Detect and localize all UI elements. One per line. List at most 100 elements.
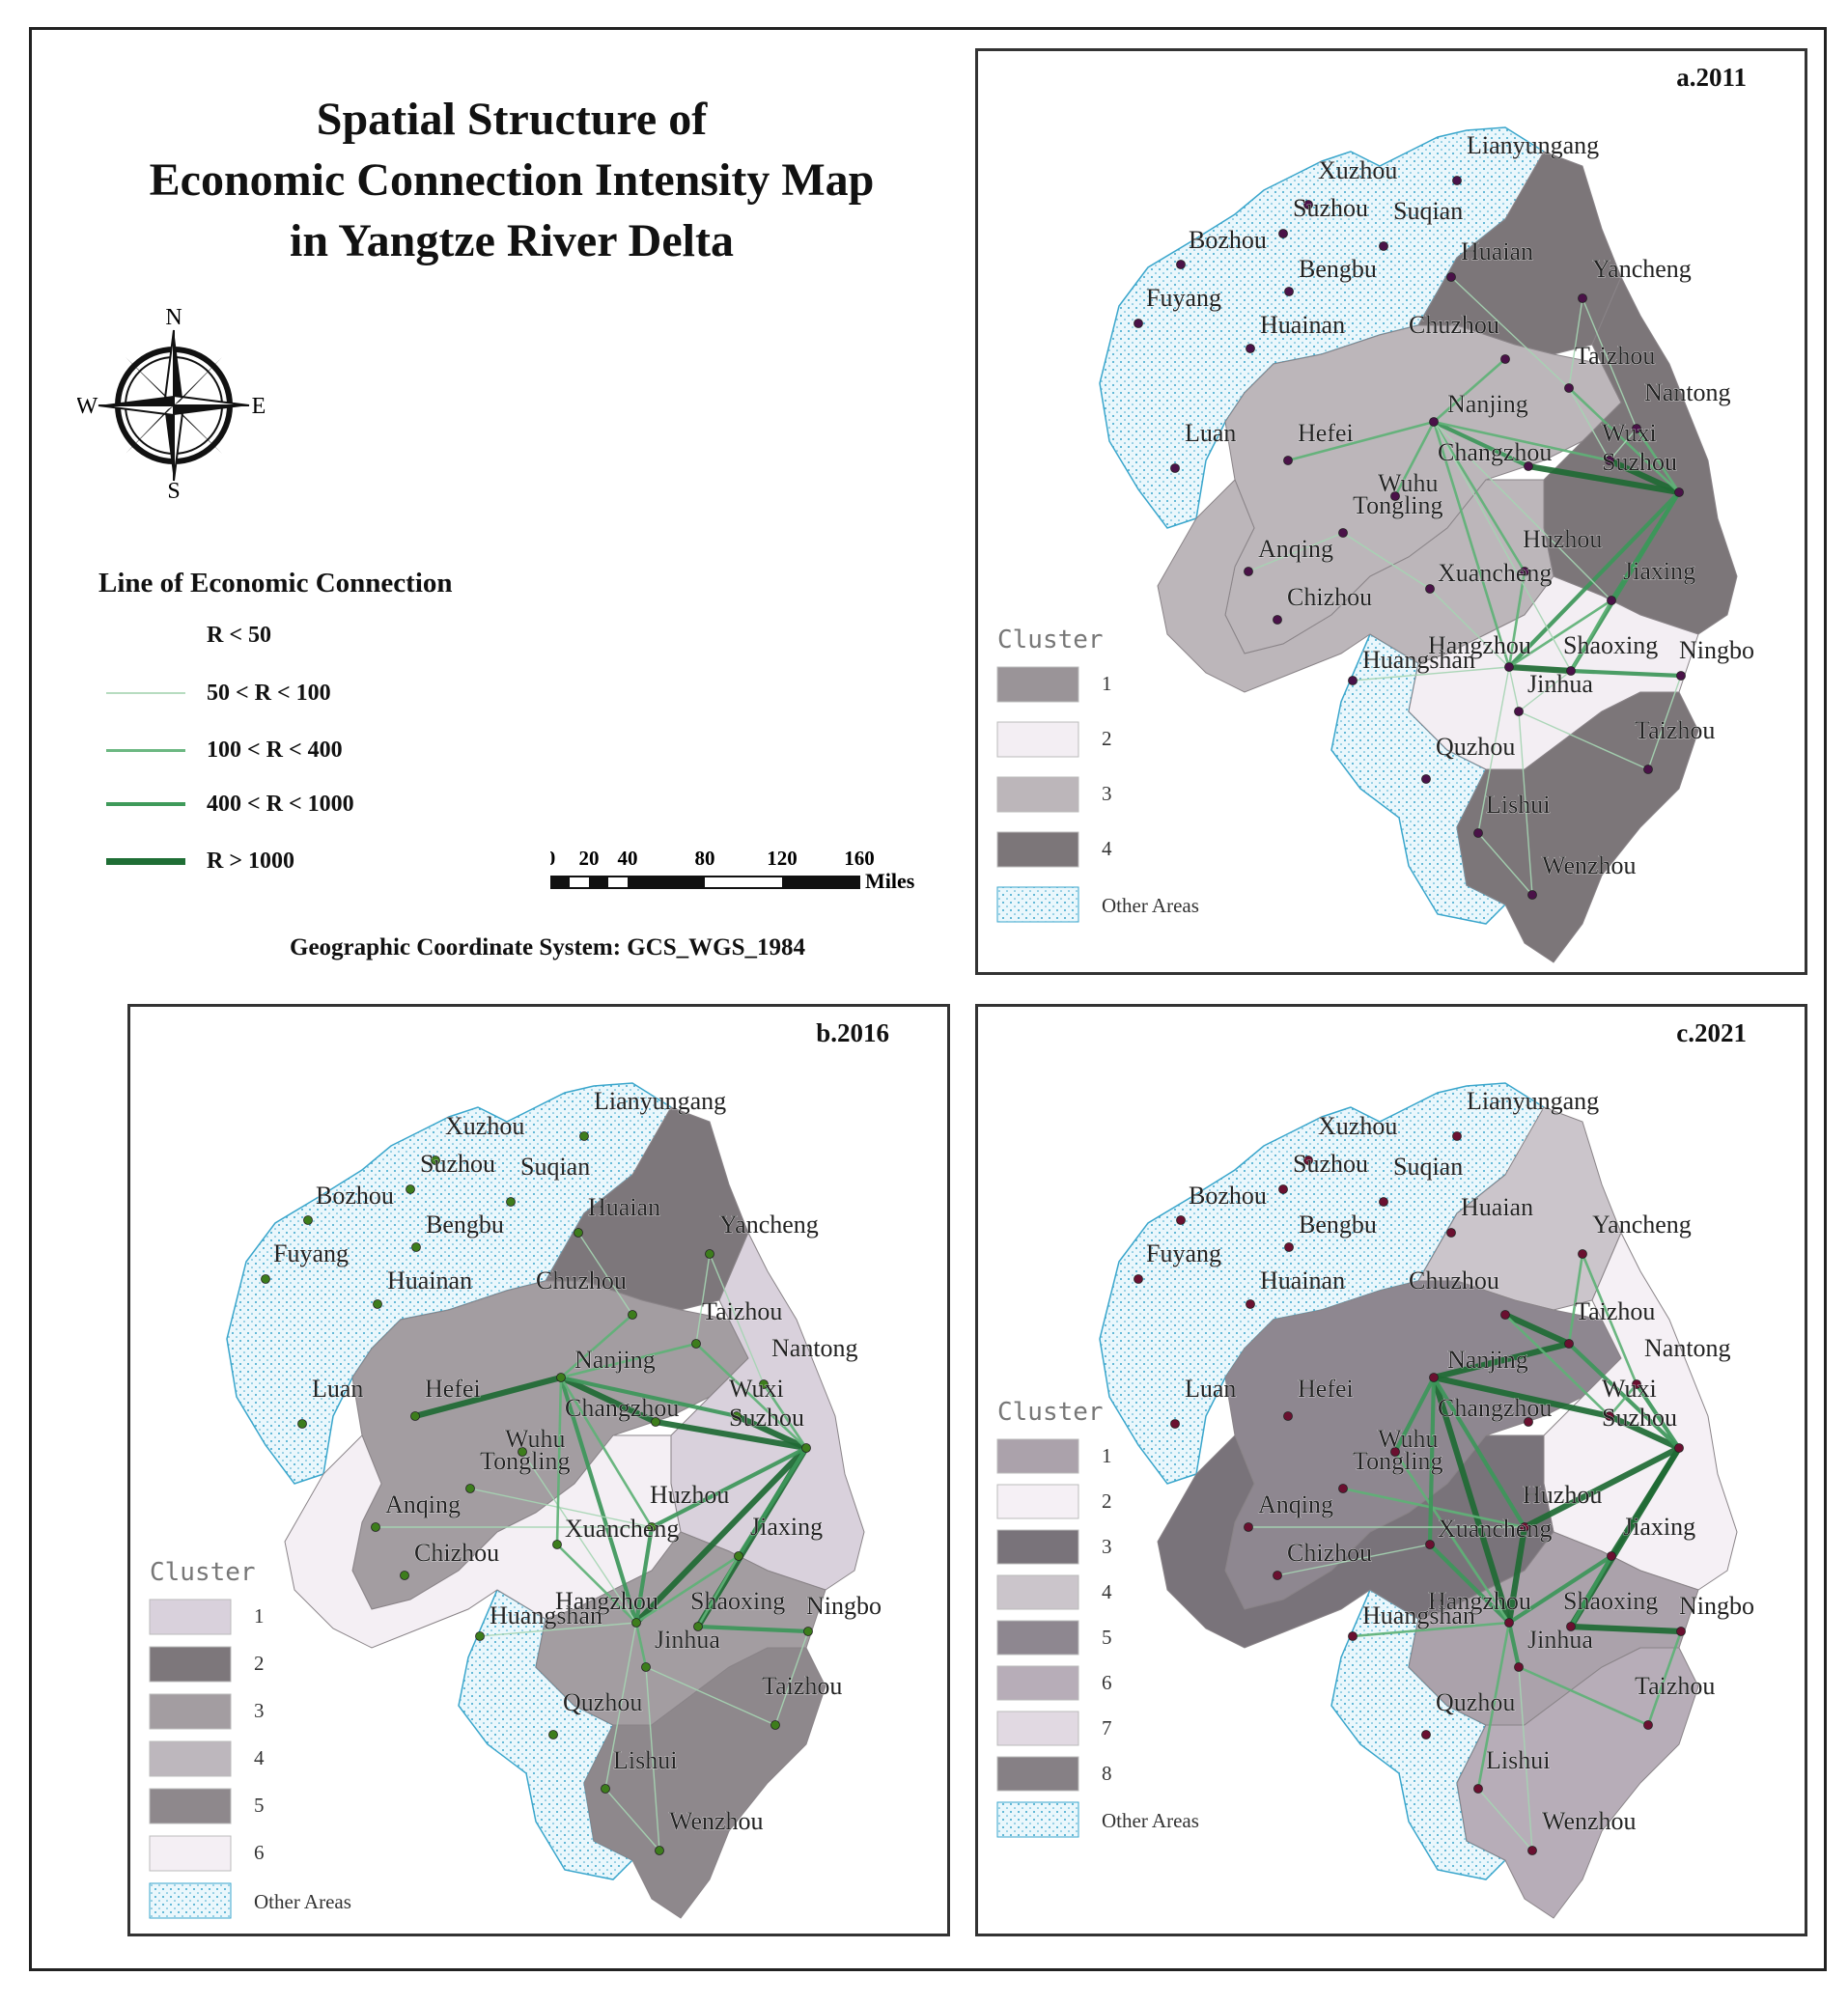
compass-w: W: [77, 394, 98, 419]
city-node: [1390, 491, 1400, 501]
cluster-label: 2: [1102, 727, 1112, 750]
city-label: Huangshan: [1362, 1601, 1475, 1629]
city-node: [475, 1631, 485, 1641]
connection-line: [1393, 420, 1436, 498]
city-label: Wuxi: [729, 1375, 784, 1403]
city-node: [1283, 456, 1293, 465]
panel-title: b.2016: [816, 1018, 889, 1047]
city-label: Huaian: [1461, 1193, 1533, 1221]
connection-line: [1427, 1542, 1512, 1626]
city-label: Anqing: [1258, 535, 1333, 563]
city-label: Fuyang: [1146, 284, 1221, 312]
city-node: [1348, 676, 1358, 685]
connection-line: [1430, 1340, 1573, 1381]
city-label: Taizhou: [1635, 1672, 1715, 1700]
scale-bar: 0 20 40 80 120 160 Miles: [550, 847, 915, 893]
city-node: [1379, 1197, 1388, 1207]
city-node: [1566, 1622, 1576, 1631]
city-label: Yancheng: [1592, 255, 1692, 283]
city-label: Wuxi: [1602, 419, 1657, 447]
city-node: [1504, 662, 1514, 672]
connection-line: [1431, 419, 1531, 469]
city-node: [1520, 1522, 1529, 1532]
city-node: [1527, 890, 1537, 900]
city-label: Lishui: [1486, 1746, 1550, 1774]
connection-line: [1432, 420, 1511, 669]
city-label: Luan: [1185, 1375, 1236, 1403]
city-node: [506, 1197, 516, 1207]
city-node: [1527, 1846, 1537, 1855]
city-node: [1176, 260, 1186, 269]
cluster-label: 3: [254, 1699, 265, 1722]
connection-line: [1568, 387, 1610, 461]
city-label: Shaoxing: [1563, 1587, 1658, 1615]
cluster-label: 6: [1102, 1671, 1112, 1694]
cluster-label: 7: [1102, 1716, 1112, 1740]
connection-line: [762, 1382, 808, 1450]
city-node: [1278, 229, 1288, 238]
city-label: Chizhou: [1287, 583, 1372, 611]
connection-line: [604, 1622, 637, 1790]
cluster-region-southwest: [1157, 479, 1554, 693]
city-node: [1564, 1339, 1574, 1349]
city-label: Taizhou: [1575, 342, 1655, 370]
city-label: Wenzhou: [669, 1807, 764, 1835]
connection-line: [558, 1375, 740, 1419]
connection-line: [1476, 1621, 1511, 1791]
cluster-swatch: [996, 1711, 1079, 1746]
connection-line: [1566, 1341, 1682, 1451]
city-node: [1379, 241, 1388, 251]
city-label: Yancheng: [1592, 1211, 1692, 1239]
connection-line: [1276, 1544, 1431, 1576]
connection-line: [774, 1630, 809, 1726]
city-label: Huangshan: [1362, 646, 1475, 674]
city-node: [631, 1618, 641, 1628]
connection-line: [1351, 1621, 1511, 1638]
city-node: [1605, 456, 1614, 465]
city-node: [371, 1522, 380, 1532]
city-label: Lishui: [613, 1746, 677, 1774]
city-node: [803, 1627, 813, 1636]
cluster-swatch: [149, 1788, 232, 1824]
connection-line: [1606, 1412, 1683, 1452]
compass-s: S: [167, 479, 180, 502]
connection-line: [1352, 666, 1510, 682]
scale-tick-label: 120: [767, 847, 798, 870]
connection-line: [1392, 1375, 1437, 1455]
connection-line: [736, 1445, 809, 1559]
city-label: Shaoxing: [690, 1587, 785, 1615]
connection-line: [1432, 357, 1507, 424]
city-node: [1452, 176, 1462, 185]
city-label: Wenzhou: [1542, 1807, 1637, 1835]
city-node: [1284, 1242, 1294, 1252]
cluster-region-north: [1417, 151, 1622, 355]
city-node: [732, 1411, 742, 1421]
city-label: Jinhua: [655, 1626, 720, 1654]
city-node: [1283, 1411, 1293, 1421]
city-node: [1607, 1551, 1616, 1561]
connection-line: [557, 1374, 659, 1426]
city-label: Changzhou: [565, 1394, 679, 1422]
cluster-label: 3: [1102, 782, 1112, 805]
city-node: [574, 1228, 583, 1238]
city-label: Xuzhou: [1318, 1112, 1397, 1140]
connection-line: [1518, 1666, 1533, 1851]
cluster-swatch: [996, 721, 1079, 758]
connection-line: [1432, 420, 1526, 573]
title-line-1: Spatial Structure of: [316, 94, 708, 145]
city-node: [1246, 344, 1255, 353]
connection-line: [1569, 598, 1613, 673]
title-line-2: Economic Connection Intensity Map: [149, 154, 875, 206]
city-label: Chuzhou: [536, 1266, 627, 1294]
city-node: [628, 1310, 637, 1320]
connection-line: [652, 1418, 810, 1452]
city-label: Bozhou: [1189, 1182, 1267, 1210]
city-node: [1244, 1522, 1253, 1532]
city-node: [693, 1622, 703, 1631]
city-node: [705, 1249, 714, 1259]
connection-line: [1432, 420, 1611, 462]
connection-line: [1518, 710, 1533, 896]
city-node: [411, 1242, 421, 1252]
compass-e: E: [252, 394, 266, 419]
cluster-swatch: [149, 1693, 232, 1730]
